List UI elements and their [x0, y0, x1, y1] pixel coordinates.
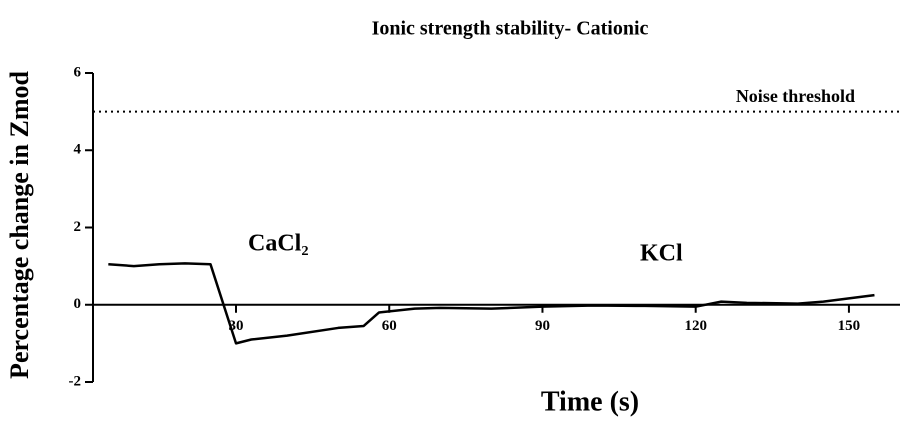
y-tick-label: 6 — [74, 64, 82, 80]
y-tick-label: 0 — [74, 296, 82, 312]
y-tick-label: 4 — [74, 142, 82, 158]
annotation: CaCl₂ — [248, 231, 309, 257]
chart-title: Ionic strength stability- Cationic — [372, 18, 649, 40]
x-tick-label: 120 — [684, 318, 707, 334]
annotation: KCl — [640, 241, 683, 267]
y-tick-label: -2 — [69, 373, 82, 389]
x-axis-label: Time (s) — [541, 386, 639, 417]
x-tick-label: 90 — [535, 318, 550, 334]
threshold-label: Noise threshold — [736, 86, 855, 106]
x-tick-label: 60 — [382, 318, 397, 334]
y-axis-label: Percentage change in Zmod — [5, 71, 34, 379]
x-tick-label: 150 — [838, 318, 861, 334]
y-tick-label: 2 — [74, 219, 82, 235]
data-line — [108, 262, 875, 345]
